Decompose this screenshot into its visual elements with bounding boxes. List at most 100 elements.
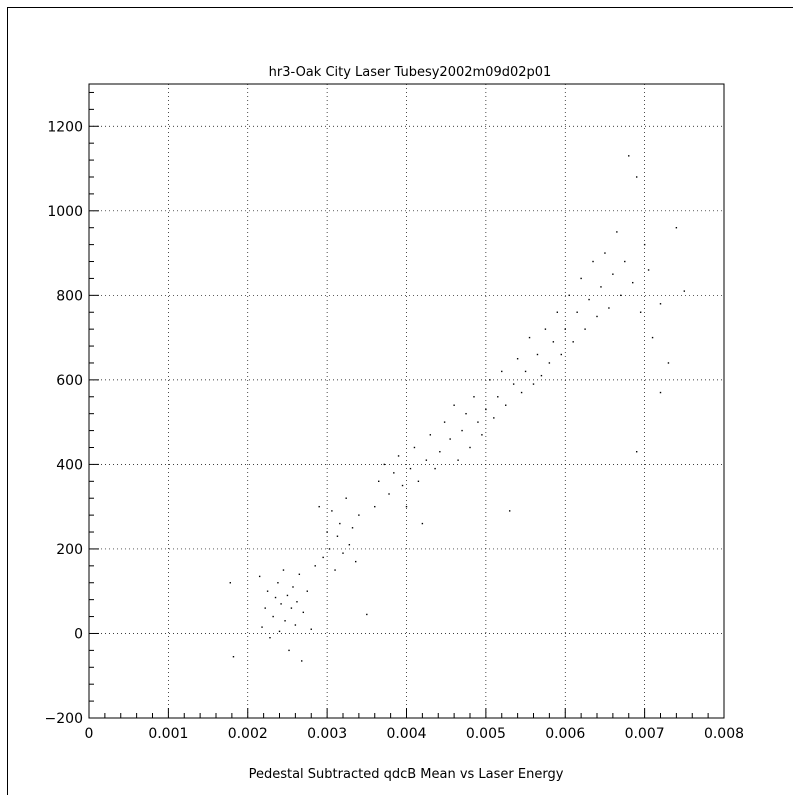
data-point xyxy=(635,176,638,178)
data-point xyxy=(409,467,412,470)
data-point xyxy=(429,434,432,436)
data-point xyxy=(449,438,451,440)
data-point xyxy=(264,607,266,609)
data-point xyxy=(348,544,351,546)
y-tick-label: 200 xyxy=(56,542,83,558)
data-point xyxy=(302,611,305,614)
chart-title: hr3-Oak City Laser Tubesy2002m09d02p01 xyxy=(269,65,552,80)
data-point xyxy=(345,497,347,499)
x-tick-label: 0.005 xyxy=(466,726,506,742)
data-point xyxy=(417,480,420,483)
data-point xyxy=(294,624,297,626)
data-point xyxy=(643,243,646,246)
data-point xyxy=(378,480,380,483)
y-tick-label: −200 xyxy=(45,711,83,727)
data-point xyxy=(528,336,531,339)
data-point xyxy=(508,510,511,512)
data-point xyxy=(331,510,333,512)
data-point xyxy=(286,594,289,597)
data-point xyxy=(405,505,408,508)
data-point xyxy=(548,362,551,364)
data-point xyxy=(675,227,678,229)
data-point xyxy=(322,556,324,559)
data-point xyxy=(520,391,523,394)
data-point xyxy=(501,370,503,373)
data-point xyxy=(328,548,331,550)
data-point xyxy=(413,446,416,449)
data-point xyxy=(326,531,328,533)
data-point xyxy=(461,429,463,432)
data-point xyxy=(616,231,618,233)
data-point xyxy=(512,383,515,385)
data-point xyxy=(497,396,499,398)
data-point xyxy=(580,277,582,280)
data-point xyxy=(552,341,555,343)
data-point xyxy=(334,569,336,571)
data-point xyxy=(624,260,626,263)
data-point xyxy=(568,294,570,297)
data-point xyxy=(366,613,368,616)
y-tick-label: 1200 xyxy=(47,119,83,135)
x-tick-label: 0 xyxy=(85,726,94,742)
y-axis: −200 0 200 400 600 800 1000 1200 xyxy=(45,91,99,727)
x-tick-label: 0.002 xyxy=(228,726,268,742)
y-tick-label: 800 xyxy=(56,288,83,304)
data-point xyxy=(421,522,424,525)
data-point xyxy=(592,260,594,263)
data-point xyxy=(342,552,344,554)
x-tick-label: 0.001 xyxy=(148,726,188,742)
y-tick-label: 600 xyxy=(56,373,83,389)
data-point xyxy=(588,298,590,301)
data-point xyxy=(339,522,341,525)
data-point xyxy=(266,590,269,592)
data-point xyxy=(477,421,479,423)
data-point xyxy=(393,472,395,474)
page-frame xyxy=(7,7,793,795)
data-point xyxy=(388,493,390,495)
data-point xyxy=(540,374,543,377)
x-tick-label: 0.007 xyxy=(625,726,665,742)
data-point xyxy=(516,358,519,360)
data-point xyxy=(397,455,400,457)
data-point xyxy=(425,459,428,461)
data-point xyxy=(229,582,231,584)
x-axis-label: Pedestal Subtracted qdcB Mean vs Laser E… xyxy=(249,767,564,782)
data-point xyxy=(612,273,614,275)
data-point xyxy=(298,573,301,575)
data-point xyxy=(351,527,354,529)
data-point xyxy=(355,560,357,563)
data-point xyxy=(667,362,670,364)
data-point xyxy=(358,514,360,516)
data-point xyxy=(485,408,487,411)
data-point xyxy=(453,404,455,406)
data-point xyxy=(576,311,578,313)
data-point xyxy=(620,294,622,297)
data-point xyxy=(493,417,495,419)
data-point xyxy=(473,396,475,398)
y-tick-label: 400 xyxy=(56,457,83,473)
data-point xyxy=(647,269,650,271)
data-point xyxy=(632,281,634,284)
data-point xyxy=(314,565,316,567)
data-point xyxy=(301,660,303,662)
data-point xyxy=(439,451,441,453)
data-point xyxy=(282,569,285,571)
x-tick-label: 0.004 xyxy=(386,726,426,742)
data-point xyxy=(532,383,535,385)
data-point xyxy=(258,575,261,578)
data-point xyxy=(269,636,271,639)
data-point xyxy=(401,484,404,487)
data-point xyxy=(608,307,610,309)
data-point xyxy=(274,596,277,599)
data-point xyxy=(596,315,598,318)
data-point xyxy=(628,155,630,157)
data-point xyxy=(306,590,308,592)
data-point xyxy=(434,467,436,470)
data-point xyxy=(564,328,566,330)
x-tick-label: 0.006 xyxy=(545,726,585,742)
data-point xyxy=(560,353,562,356)
data-point xyxy=(318,505,320,508)
data-point xyxy=(635,451,638,453)
data-point xyxy=(278,630,281,633)
